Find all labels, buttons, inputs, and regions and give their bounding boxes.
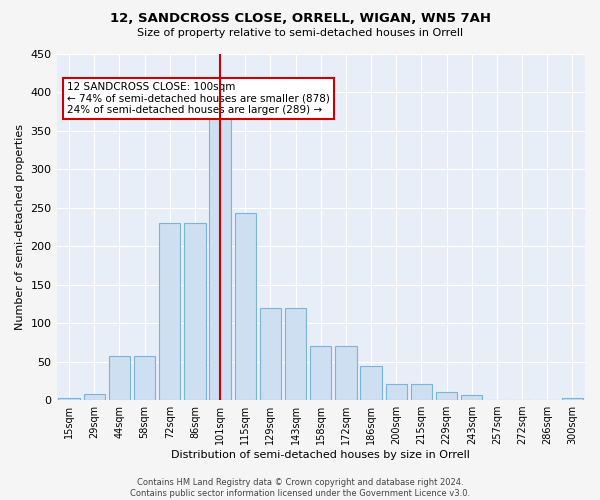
Bar: [310, 346, 331, 400]
Bar: [335, 346, 356, 400]
X-axis label: Distribution of semi-detached houses by size in Orrell: Distribution of semi-detached houses by …: [172, 450, 470, 460]
Bar: [134, 356, 155, 400]
Bar: [109, 356, 130, 400]
Bar: [184, 223, 206, 400]
Bar: [436, 392, 457, 400]
Bar: [361, 366, 382, 400]
Bar: [235, 213, 256, 400]
Bar: [562, 398, 583, 400]
Bar: [285, 308, 307, 400]
Bar: [159, 223, 181, 400]
Text: 12, SANDCROSS CLOSE, ORRELL, WIGAN, WN5 7AH: 12, SANDCROSS CLOSE, ORRELL, WIGAN, WN5 …: [110, 12, 491, 26]
Text: Size of property relative to semi-detached houses in Orrell: Size of property relative to semi-detach…: [137, 28, 463, 38]
Bar: [58, 398, 80, 400]
Y-axis label: Number of semi-detached properties: Number of semi-detached properties: [15, 124, 25, 330]
Bar: [209, 112, 231, 400]
Text: Contains HM Land Registry data © Crown copyright and database right 2024.
Contai: Contains HM Land Registry data © Crown c…: [130, 478, 470, 498]
Bar: [461, 394, 482, 400]
Bar: [260, 308, 281, 400]
Bar: [411, 384, 432, 400]
Text: 12 SANDCROSS CLOSE: 100sqm
← 74% of semi-detached houses are smaller (878)
24% o: 12 SANDCROSS CLOSE: 100sqm ← 74% of semi…: [67, 82, 330, 115]
Bar: [83, 394, 105, 400]
Bar: [386, 384, 407, 400]
